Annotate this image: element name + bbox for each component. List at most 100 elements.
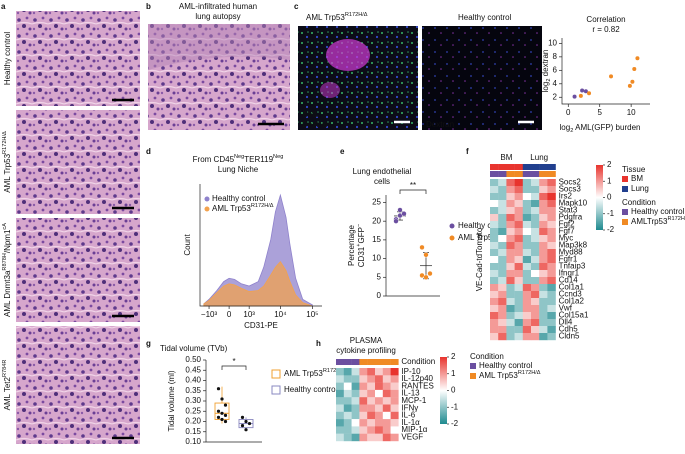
row-label: Ifngr1 xyxy=(559,269,580,278)
heatmap-cell xyxy=(490,249,499,257)
heatmap-cell xyxy=(490,305,499,313)
heatmap-cell xyxy=(531,207,540,215)
heatmap-cell xyxy=(531,277,540,285)
tissue-annotation xyxy=(531,164,540,170)
text-segment: R172H/Δ xyxy=(345,12,368,18)
heatmap-cell xyxy=(351,389,360,398)
image-title: AML Trp53R172H/Δ xyxy=(306,12,368,22)
heatmap-cell xyxy=(506,200,515,208)
legend-marker xyxy=(204,196,210,202)
heatmap-cell xyxy=(382,389,391,398)
legend-label: AMLTrp53R172H/Δ xyxy=(631,216,685,226)
heatmap-cell xyxy=(522,263,532,271)
heatmap-cell xyxy=(490,284,499,292)
x-axis-label: log2 AML(GFP) burden xyxy=(560,123,641,134)
row-label: Fgfr1 xyxy=(559,255,578,264)
heatmap-cell xyxy=(498,277,507,285)
heatmap-cell xyxy=(390,404,399,412)
heatmap-cell xyxy=(490,235,499,243)
heatmap-cell xyxy=(539,186,548,194)
legend-marker xyxy=(204,206,210,212)
heatmap-cell xyxy=(351,375,360,383)
panel-title: lung autopsy xyxy=(195,12,240,21)
legend-label: BM xyxy=(631,174,643,183)
panel-title: AML-infiltrated human xyxy=(179,2,257,11)
heatmap-cell xyxy=(547,179,556,187)
colorbar-tick-label: 1 xyxy=(607,176,612,185)
heatmap-cell xyxy=(539,179,548,187)
heatmap-cell xyxy=(531,291,540,299)
text-segment: Healthy control xyxy=(631,207,685,216)
condition-annotation xyxy=(351,359,360,365)
heatmap-cell xyxy=(390,368,399,376)
heatmap-cell xyxy=(351,404,360,412)
heatmap-cell xyxy=(390,382,399,391)
text-segment: /Npm1 xyxy=(3,229,12,253)
heatmap-cell xyxy=(514,319,523,327)
heatmap-cell xyxy=(367,419,376,427)
scatter-point xyxy=(635,56,640,61)
heatmap-cell xyxy=(490,186,499,194)
heatmap-cell xyxy=(531,298,540,306)
data-point xyxy=(247,421,252,426)
heatmap-cell xyxy=(359,389,368,398)
heatmap-cell xyxy=(367,397,376,405)
heatmap-cell xyxy=(367,433,376,442)
heatmap-cell xyxy=(382,426,391,434)
row-label: Ccnd3 xyxy=(559,290,583,299)
legend-label: AML Trp53R172H/Δ xyxy=(479,370,541,380)
heatmap-cell xyxy=(547,242,556,250)
legend-label: Healthy control xyxy=(631,207,685,216)
stain-label: Dextran xyxy=(302,120,330,129)
heatmap-cell xyxy=(367,426,376,434)
legend-title: Tissue xyxy=(622,165,646,174)
row-label: Mapk10 xyxy=(559,199,588,208)
heatmap-cell xyxy=(351,433,360,442)
heatmap-cell xyxy=(336,389,344,398)
row-label: IL-1α xyxy=(401,418,420,427)
heatmap-cell xyxy=(490,242,499,250)
heatmap-cell xyxy=(539,235,548,243)
heatmap-cell xyxy=(547,312,556,320)
row-label: Col15a1 xyxy=(559,311,589,320)
column-group-label: Lung xyxy=(530,153,548,162)
text-segment: R172H/Δ xyxy=(518,370,541,376)
heatmap-cell xyxy=(367,389,376,398)
text-segment: AML Dnmt3a xyxy=(3,270,12,317)
panel-label: h xyxy=(316,339,321,348)
data-point xyxy=(397,207,403,213)
heatmap-cell xyxy=(390,397,399,405)
text-segment: R878H xyxy=(2,253,8,270)
legend-swatch xyxy=(470,373,476,379)
text-segment: R172H/Δ xyxy=(251,203,274,209)
heatmap-cell xyxy=(531,179,540,187)
heatmap-cell xyxy=(498,333,507,341)
heatmap-cell xyxy=(498,312,507,320)
data-point xyxy=(223,419,228,424)
x-tick-label: 10³ xyxy=(243,310,255,319)
colorbar-tick-label: -2 xyxy=(451,419,459,428)
heatmap-cell xyxy=(343,375,352,383)
heatmap-cell xyxy=(498,263,507,271)
heatmap-cell xyxy=(547,214,556,222)
heatmap-cell xyxy=(539,200,548,208)
text-segment: Healthy control xyxy=(458,221,512,230)
heatmap-cell xyxy=(382,397,391,405)
data-point xyxy=(220,417,224,422)
heatmap-cell xyxy=(336,382,344,391)
condition-annotation xyxy=(359,359,368,365)
row-label: MIP-1α xyxy=(401,425,427,434)
condition-annotation xyxy=(522,171,532,177)
heatmap-cell xyxy=(390,375,399,383)
tissue-annotation xyxy=(498,164,507,170)
heatmap-cell xyxy=(522,256,532,264)
heatmap-cell xyxy=(367,375,376,383)
heatmap-cell xyxy=(490,179,499,187)
heatmap-cell xyxy=(359,375,368,383)
heatmap-cell xyxy=(547,221,556,229)
data-point xyxy=(393,218,399,224)
heatmap-cell xyxy=(343,411,352,420)
legend-title: Condition xyxy=(470,352,504,361)
text-segment: Healthy control xyxy=(284,385,338,394)
y-tick-label: 15 xyxy=(372,235,381,244)
